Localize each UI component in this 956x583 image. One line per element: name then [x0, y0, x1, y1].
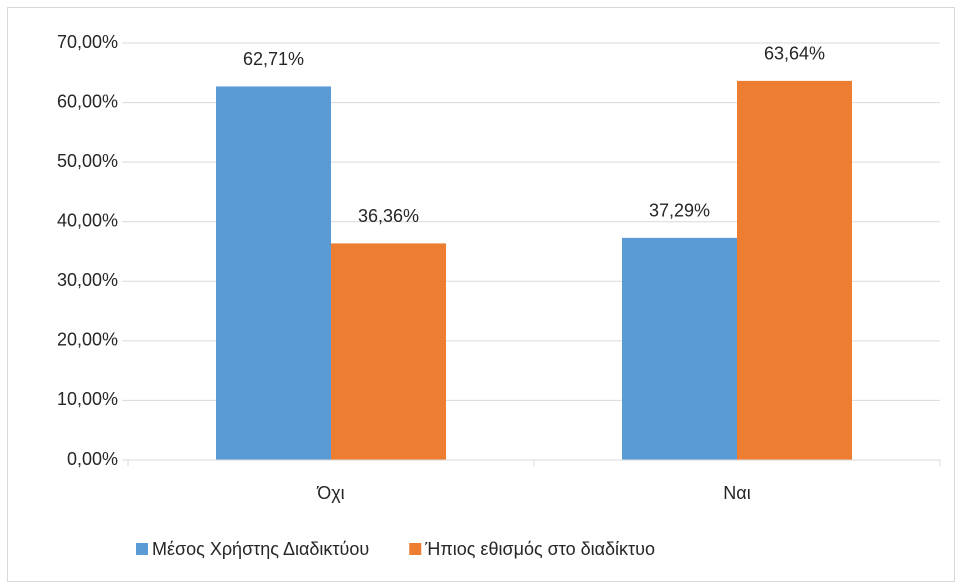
y-tick-label: 50,00% [57, 151, 118, 171]
legend-label: Ήπιος εθισμός στο διαδίκτυο [424, 539, 655, 559]
y-tick-label: 20,00% [57, 330, 118, 350]
legend-label: Μέσος Χρήστης Διαδικτύου [152, 539, 369, 559]
y-tick-label: 60,00% [57, 91, 118, 111]
data-label: 63,64% [764, 44, 825, 64]
x-tick-label: Όχι [316, 483, 344, 503]
data-label: 37,29% [649, 201, 710, 221]
data-label: 62,71% [243, 49, 304, 69]
data-label: 36,36% [358, 206, 419, 226]
y-tick-label: 40,00% [57, 210, 118, 230]
bar [331, 243, 446, 460]
y-tick-label: 30,00% [57, 270, 118, 290]
y-tick-label: 0,00% [67, 449, 118, 469]
legend-swatch [409, 543, 422, 555]
bar [737, 80, 852, 461]
bar [622, 237, 737, 460]
bar [216, 86, 331, 460]
x-tick-label: Ναι [723, 483, 750, 503]
legend-swatch [136, 543, 148, 555]
y-tick-label: 10,00% [57, 389, 118, 409]
y-tick-label: 70,00% [57, 32, 118, 52]
